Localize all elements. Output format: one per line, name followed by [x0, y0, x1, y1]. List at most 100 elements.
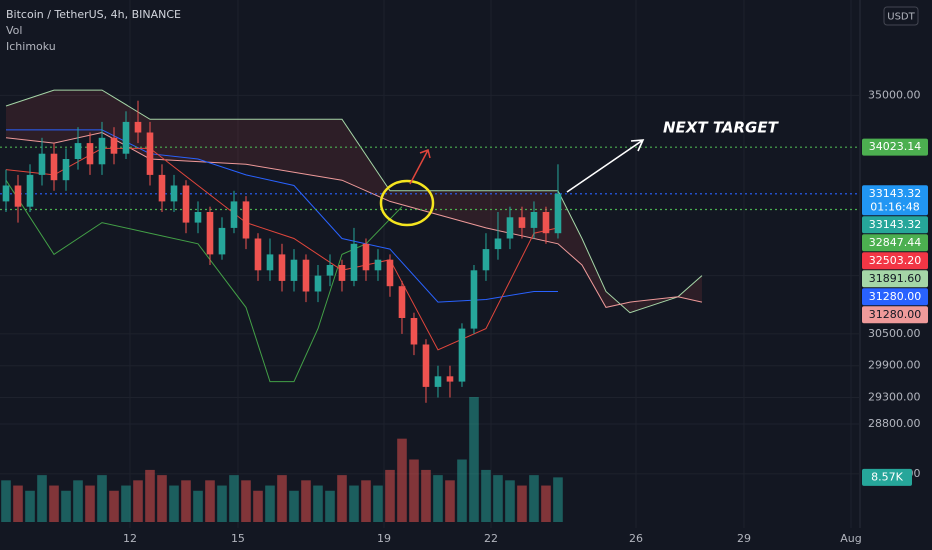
volume-bar [181, 480, 191, 522]
volume-badge [862, 468, 912, 486]
volume-bar [517, 485, 527, 522]
candle-body [458, 328, 466, 382]
y-tick-label: 28800.00 [868, 417, 921, 430]
x-tick-label: 22 [484, 532, 498, 545]
volume-bar [529, 475, 539, 522]
y-tick-label: 29900.00 [868, 359, 921, 372]
volume-bar [217, 485, 227, 522]
candle-body [506, 217, 514, 239]
price-badge-label: 31891.60 [869, 272, 922, 285]
price-badge [862, 252, 928, 270]
price-badge [862, 288, 928, 306]
candle-body [362, 243, 370, 271]
price-badge-label: 32847.44 [869, 236, 922, 249]
candle-body [230, 201, 238, 228]
candle-body [158, 174, 166, 202]
candle-body [254, 238, 262, 271]
volume-bar [481, 469, 491, 522]
y-tick-label: 35000.00 [868, 88, 921, 101]
candle-body [470, 270, 478, 329]
volume-bar [133, 480, 143, 522]
volume-bar [109, 490, 119, 522]
ichimoku-line [5, 89, 703, 314]
volume-bar [325, 490, 335, 522]
price-badge-label: 32503.20 [869, 254, 922, 267]
candle-body [290, 259, 298, 281]
price-badge-label: 33143.32 [869, 218, 922, 231]
volume-bar [277, 475, 287, 522]
volume-bar [289, 490, 299, 522]
candle-body [446, 376, 454, 382]
indicator-label: Ichimoku [6, 40, 56, 53]
candle-body [326, 265, 334, 276]
chart-title: Bitcoin / TetherUS, 4h, BINANCE [6, 8, 181, 21]
candle-body [74, 143, 82, 159]
volume-badge-label: 8.57K [871, 470, 903, 483]
volume-bar [421, 469, 431, 522]
volume-bar [157, 475, 167, 522]
candle-body [338, 265, 346, 281]
volume-bar [121, 485, 131, 522]
currency-button[interactable] [883, 6, 919, 26]
candle-body [206, 212, 214, 255]
volume-bar [145, 469, 155, 522]
indicator-label: Vol [6, 24, 22, 37]
ichimoku-line [5, 179, 403, 383]
candle-body [134, 121, 142, 133]
price-badge [862, 138, 928, 156]
candle-body [170, 185, 178, 202]
volume-bar [265, 485, 275, 522]
volume-bar [301, 480, 311, 522]
price-badge-label: 34023.14 [869, 140, 922, 153]
volume-bar [361, 480, 371, 522]
candle-body [194, 212, 202, 223]
x-tick-label: 19 [377, 532, 391, 545]
volume-bar [385, 469, 395, 522]
candle-body [14, 185, 22, 207]
volume-bar [493, 475, 503, 522]
candle-body [374, 259, 382, 271]
candle-body [518, 217, 526, 228]
x-tick-label: 15 [231, 532, 245, 545]
candle-body [98, 137, 106, 165]
volume-bar [253, 490, 263, 522]
candle-body [398, 286, 406, 318]
candle-body [62, 159, 70, 181]
candle-body [50, 153, 58, 181]
volume-bar [37, 475, 47, 522]
highlight-circle [379, 179, 435, 227]
price-badge-label: 31280.00 [869, 290, 922, 303]
annotation: NEXT TARGET [663, 119, 780, 137]
volume-bar [349, 485, 359, 522]
x-tick-label: 12 [123, 532, 137, 545]
volume-bar [505, 480, 515, 522]
volume-bar [85, 485, 95, 522]
volume-bar [193, 490, 203, 522]
volume-bar [13, 485, 23, 522]
price-badge [862, 270, 928, 288]
volume-bar [229, 475, 239, 522]
volume-bar [97, 475, 107, 522]
small-arrow [409, 149, 431, 185]
currency-label[interactable]: USDT [887, 12, 915, 23]
countdown: 01:16:48 [870, 200, 919, 213]
volume-bar [469, 397, 479, 522]
y-tick-label: 29300.00 [868, 391, 921, 404]
candle-body [146, 132, 154, 175]
candle-body [314, 275, 322, 292]
volume-bar [169, 485, 179, 522]
candle-body [2, 185, 10, 202]
x-tick-label: Aug [840, 532, 861, 545]
volume-bar [313, 485, 323, 522]
candle-body [218, 227, 226, 255]
candle-body [122, 121, 130, 154]
price-badge [862, 185, 928, 216]
price-badge [862, 234, 928, 252]
volume-bar [337, 475, 347, 522]
candle-body [110, 137, 118, 154]
volume-bar [373, 485, 383, 522]
candle-body [266, 254, 274, 271]
candle-body [26, 174, 34, 207]
volume-bar [457, 459, 467, 522]
candle-body [86, 143, 94, 165]
